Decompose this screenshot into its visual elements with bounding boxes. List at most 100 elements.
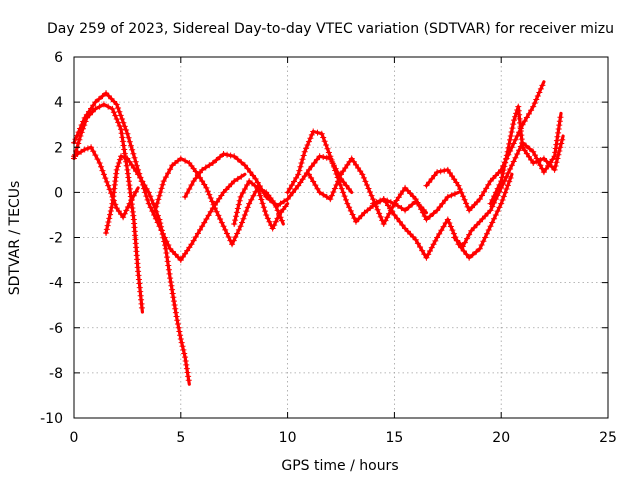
marker (495, 169, 502, 176)
marker (119, 138, 126, 145)
marker (479, 215, 486, 222)
marker (352, 218, 359, 225)
marker (552, 149, 559, 156)
marker (504, 148, 511, 155)
marker (254, 184, 261, 191)
marker (490, 175, 497, 182)
marker (348, 155, 355, 162)
marker (476, 245, 483, 252)
marker (323, 141, 330, 148)
marker (170, 298, 177, 305)
marker (441, 167, 448, 174)
marker (244, 182, 251, 189)
marker (158, 223, 165, 230)
x-tick-label: 5 (176, 430, 185, 446)
marker (449, 227, 456, 234)
marker (188, 182, 195, 189)
marker (307, 135, 314, 142)
marker (358, 212, 365, 219)
marker (250, 192, 257, 199)
marker (491, 215, 498, 222)
marker (391, 211, 398, 218)
marker (158, 185, 165, 192)
marker (210, 201, 217, 208)
series-sat-j-markers (370, 174, 514, 261)
marker (109, 105, 116, 112)
marker (99, 93, 106, 100)
marker (473, 221, 480, 228)
marker (324, 145, 331, 152)
marker (376, 210, 383, 217)
marker (528, 156, 535, 163)
marker (127, 142, 134, 149)
marker (216, 195, 223, 202)
marker (471, 201, 478, 208)
marker (230, 237, 237, 244)
marker (232, 234, 239, 241)
marker (177, 336, 184, 343)
marker (532, 152, 539, 159)
marker (184, 369, 191, 376)
marker (440, 223, 447, 230)
marker (556, 118, 563, 125)
marker (320, 191, 327, 198)
marker (179, 253, 186, 260)
marker (179, 343, 186, 350)
marker (461, 239, 468, 246)
marker (258, 196, 265, 203)
marker (121, 154, 128, 161)
marker (95, 96, 102, 103)
marker (512, 136, 519, 143)
marker (487, 200, 494, 207)
marker (106, 215, 113, 222)
marker (451, 234, 458, 241)
marker (397, 191, 404, 198)
marker (554, 155, 561, 162)
marker (501, 163, 508, 170)
marker (199, 223, 206, 230)
marker (108, 204, 115, 211)
marker (461, 196, 468, 203)
marker (537, 157, 544, 164)
marker (171, 301, 178, 308)
marker (89, 108, 96, 115)
marker (241, 211, 248, 218)
marker (305, 171, 312, 178)
series-sat-i (307, 156, 461, 226)
marker (394, 202, 401, 209)
marker (266, 196, 273, 203)
marker (154, 200, 161, 207)
marker (342, 196, 349, 203)
marker (487, 178, 494, 185)
marker (380, 196, 387, 203)
marker (183, 361, 190, 368)
marker (556, 122, 563, 129)
marker (513, 110, 520, 117)
marker (141, 182, 148, 189)
marker (448, 192, 455, 199)
marker (286, 185, 293, 192)
marker (183, 365, 190, 372)
marker (485, 226, 492, 233)
marker (460, 193, 467, 200)
series-sat-m-markers (487, 103, 566, 207)
marker (483, 185, 490, 192)
marker (555, 125, 562, 132)
marker (355, 215, 362, 222)
marker (84, 145, 91, 152)
marker (423, 182, 430, 189)
marker (551, 166, 558, 173)
marker (162, 245, 169, 252)
marker (231, 220, 238, 227)
marker (239, 219, 246, 226)
marker (206, 191, 213, 198)
marker (454, 237, 461, 244)
marker (113, 116, 120, 123)
marker (130, 165, 137, 172)
series-sat-j (371, 172, 514, 260)
marker (508, 162, 515, 169)
marker (203, 215, 210, 222)
marker (182, 193, 189, 200)
marker (456, 240, 463, 247)
marker (499, 174, 506, 181)
